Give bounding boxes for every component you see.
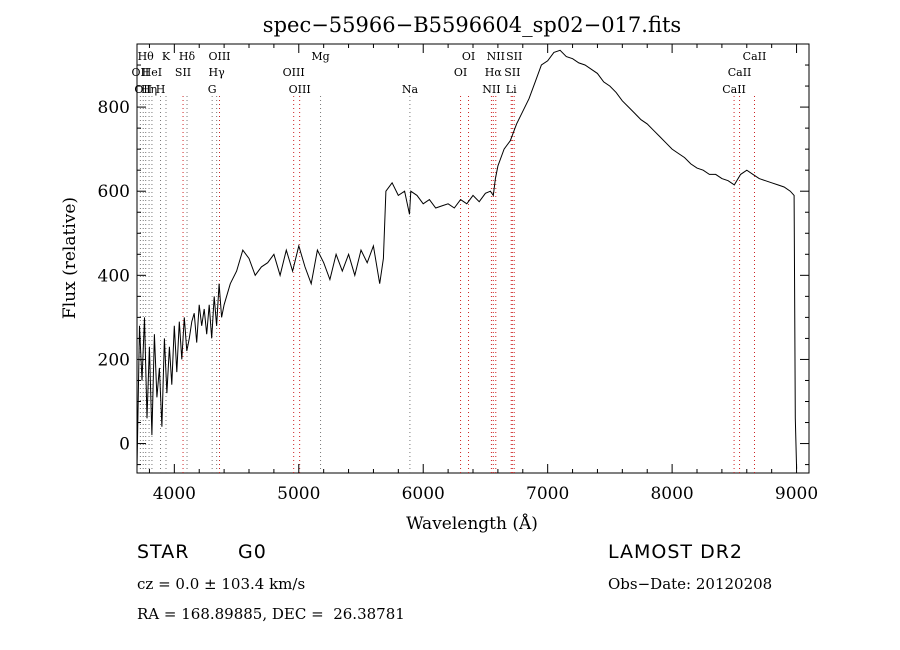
radec-line: RA = 168.89885, DEC = 26.38781 xyxy=(137,605,405,623)
y-tick-label: 400 xyxy=(98,266,130,286)
x-axis-label: Wavelength (Å) xyxy=(406,513,538,534)
red-marker-label: OIII xyxy=(283,66,305,79)
y-axis-label: Flux (relative) xyxy=(60,197,80,319)
red-marker-label: SII xyxy=(506,50,522,63)
x-tick-label: 5000 xyxy=(277,484,320,504)
black-marker-label: Hθ xyxy=(138,50,155,63)
x-tick-label: 7000 xyxy=(526,484,569,504)
x-tick-label: 8000 xyxy=(650,484,693,504)
red-marker-label: OI xyxy=(454,66,467,79)
red-marker-label: CaII xyxy=(728,66,752,79)
red-marker-label: OI xyxy=(462,50,475,63)
red-marker-label: Li xyxy=(506,83,517,96)
black-marker-label: K xyxy=(162,50,171,63)
x-axis: 4000 5000 6000 7000 8000 9000 xyxy=(148,44,818,504)
y-tick-label: 0 xyxy=(119,435,130,455)
y-tick-label: 600 xyxy=(98,182,130,202)
emission-line-markers xyxy=(139,96,755,473)
x-tick-label: 9000 xyxy=(775,484,818,504)
red-marker-label: Hα xyxy=(485,66,503,79)
red-marker-label: CaII xyxy=(722,83,746,96)
y-tick-label: 800 xyxy=(98,98,130,118)
spectrum-line xyxy=(136,49,798,469)
plot-frame xyxy=(136,43,810,474)
red-marker-label: SII xyxy=(504,66,520,79)
survey-name: LAMOST DR2 xyxy=(608,541,743,563)
black-marker-label: Hδ xyxy=(179,50,196,63)
black-marker-label: HeI xyxy=(142,66,162,79)
black-marker-label: Hη xyxy=(141,83,157,96)
x-tick-label: 4000 xyxy=(153,484,196,504)
black-marker-label: Hγ xyxy=(209,66,226,79)
y-axis: 0 200 400 600 800 xyxy=(98,64,809,466)
black-marker-label: Mg xyxy=(311,50,329,63)
black-marker-label: H xyxy=(156,83,166,96)
red-marker-label: CaII xyxy=(743,50,767,63)
red-marker-label: NII xyxy=(482,83,500,96)
y-tick-label: 200 xyxy=(98,350,130,370)
red-marker-label: NII xyxy=(487,50,505,63)
spectral-subclass: G0 xyxy=(238,541,267,563)
redshift-line: cz = 0.0 ± 103.4 km/s xyxy=(137,575,306,593)
spectrum-chart: spec−55966−B5596604_sp02−017.fits OII OII… xyxy=(60,13,818,534)
red-marker-label: OIII xyxy=(289,83,311,96)
x-tick-label: 6000 xyxy=(402,484,445,504)
red-marker-label: OIII xyxy=(208,50,230,63)
object-type: STAR xyxy=(137,541,190,563)
black-marker-label: G xyxy=(208,83,217,96)
chart-title: spec−55966−B5596604_sp02−017.fits xyxy=(263,13,681,37)
black-marker-label: Na xyxy=(402,83,419,96)
black-marker-label: OII xyxy=(132,66,150,79)
red-marker-label: SII xyxy=(175,66,191,79)
obs-date-line: Obs−Date: 20120208 xyxy=(608,575,773,593)
